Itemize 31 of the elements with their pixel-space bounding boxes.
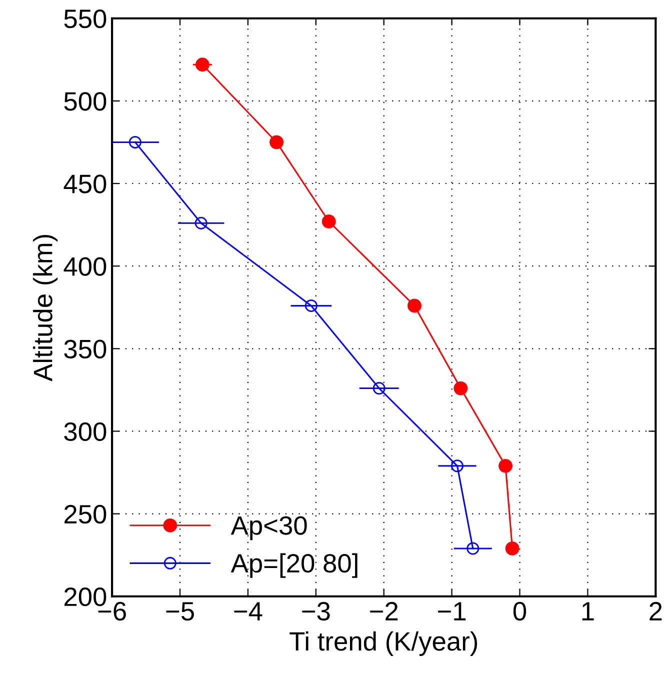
y-tick-label: 300	[64, 422, 106, 442]
x-tick-label: 0	[513, 602, 526, 621]
x-tick-label: −4	[234, 602, 262, 620]
point	[407, 298, 422, 313]
y-tick-label: 250	[64, 504, 106, 524]
point	[454, 381, 468, 396]
legend-label: Ap<30	[230, 516, 307, 540]
legend-label: Ap=[20 80]	[230, 553, 358, 578]
y-tick-label: 400	[64, 257, 106, 276]
x-tick-label: −1	[438, 602, 466, 620]
point	[322, 214, 336, 228]
y-tick-label: 500	[64, 92, 106, 111]
x-tick-label: −5	[166, 602, 194, 621]
point	[128, 136, 142, 148]
y-tick-label: 350	[64, 340, 106, 358]
y-tick-label: 550	[64, 9, 106, 28]
point	[466, 542, 480, 555]
x-tick-label: 1	[582, 602, 594, 620]
point	[505, 542, 520, 556]
point	[372, 382, 386, 395]
y-axis-title: Altitude (km)	[33, 234, 58, 382]
point	[304, 299, 318, 312]
x-tick-label: −2	[370, 602, 398, 620]
y-tick-label: 450	[64, 174, 106, 194]
point	[194, 216, 208, 230]
x-tick-label: 2	[650, 602, 662, 620]
x-axis-title: Ti trend (K/year)	[290, 631, 478, 656]
point	[498, 458, 512, 473]
point	[270, 135, 284, 150]
point	[450, 460, 464, 472]
x-tick-label: −3	[302, 602, 330, 621]
